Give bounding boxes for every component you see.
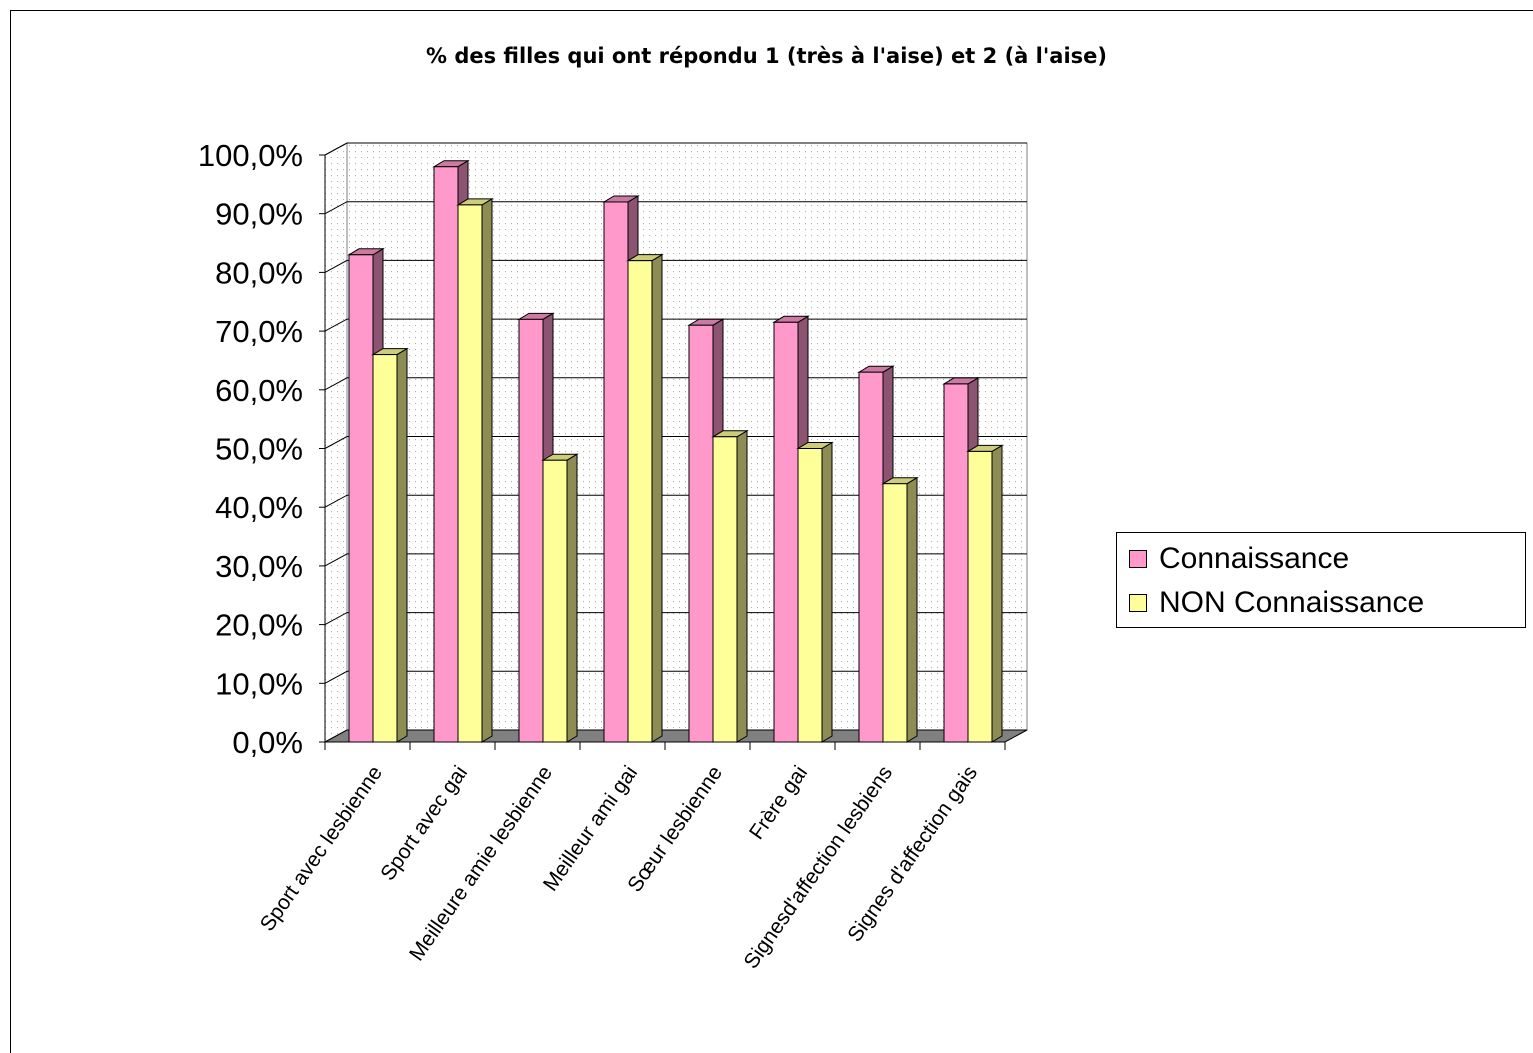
bar-non-connaissance-front	[543, 460, 567, 742]
bar-non-connaissance	[713, 431, 747, 742]
legend-label-connaissance: Connaissance	[1159, 542, 1349, 576]
bar-non-connaissance-side	[907, 478, 917, 742]
legend-label-non-connaissance: NON Connaissance	[1159, 586, 1424, 620]
bar-non-connaissance-front	[373, 355, 397, 742]
bar-non-connaissance-side	[992, 445, 1002, 742]
bar-non-connaissance-side	[822, 443, 832, 743]
bar-non-connaissance-side	[652, 255, 662, 742]
bar-connaissance-front	[944, 384, 968, 742]
bar-connaissance-front	[349, 255, 373, 742]
bar-non-connaissance-front	[798, 449, 822, 743]
plot-area	[325, 143, 1027, 742]
bar-connaissance-front	[434, 167, 458, 742]
bar-non-connaissance-side	[737, 431, 747, 742]
bar-non-connaissance	[798, 443, 832, 743]
bar-connaissance-front	[774, 322, 798, 742]
y-tick-label: 100,0%	[198, 138, 303, 173]
y-tick-label: 70,0%	[215, 314, 303, 349]
bar-non-connaissance	[883, 478, 917, 742]
bar-non-connaissance-front	[628, 261, 652, 742]
y-tick-label: 90,0%	[215, 197, 303, 232]
x-tick-label: Sport avec lesbienne	[256, 762, 387, 936]
y-tick-label: 20,0%	[215, 608, 303, 643]
x-tick-label: Frère gai	[745, 762, 812, 844]
y-tick-label: 80,0%	[215, 255, 303, 290]
y-tick-label: 30,0%	[215, 549, 303, 584]
bar-connaissance-front	[519, 319, 543, 742]
bar-non-connaissance	[628, 255, 662, 742]
bar-non-connaissance-front	[458, 205, 482, 742]
y-tick-label: 50,0%	[215, 432, 303, 467]
bar-non-connaissance-side	[482, 199, 492, 742]
x-tick-label: Sport avec gai	[376, 762, 472, 885]
x-tick-label: Meilleur ami gai	[539, 762, 642, 896]
bar-non-connaissance-side	[567, 454, 577, 742]
bar-connaissance-front	[604, 202, 628, 742]
bar-non-connaissance	[543, 454, 577, 742]
legend-item-non-connaissance: NON Connaissance	[1129, 583, 1424, 623]
x-tick-label: Meilleure amie lesbienne	[405, 762, 557, 965]
floor	[325, 730, 1027, 742]
y-tick-label: 60,0%	[215, 373, 303, 408]
x-tick-label: Sœur lesbienne	[623, 762, 727, 897]
legend-item-connaissance: Connaissance	[1129, 539, 1349, 579]
y-tick-label: 40,0%	[215, 490, 303, 525]
legend: Connaissance NON Connaissance	[1116, 532, 1526, 628]
legend-swatch-non-connaissance	[1129, 594, 1147, 612]
bar-non-connaissance-front	[713, 437, 737, 742]
y-axis: 0,0% 10,0% 20,0% 30,0% 40,0% 50,0% 60,0% 70,0% 8…	[198, 138, 325, 760]
bar-non-connaissance	[373, 349, 407, 742]
bar-connaissance-front	[689, 325, 713, 742]
bar-connaissance-front	[859, 372, 883, 742]
bar-non-connaissance-side	[397, 349, 407, 742]
bar-non-connaissance-front	[883, 484, 907, 742]
y-tick-label: 0,0%	[232, 725, 303, 760]
bar-non-connaissance	[458, 199, 492, 742]
legend-swatch-connaissance	[1129, 550, 1147, 568]
bar-non-connaissance	[968, 445, 1002, 742]
bar-non-connaissance-front	[968, 451, 992, 742]
y-tick-label: 10,0%	[215, 666, 303, 701]
x-tick-label: Signesd'affection lesbiens	[740, 762, 898, 973]
